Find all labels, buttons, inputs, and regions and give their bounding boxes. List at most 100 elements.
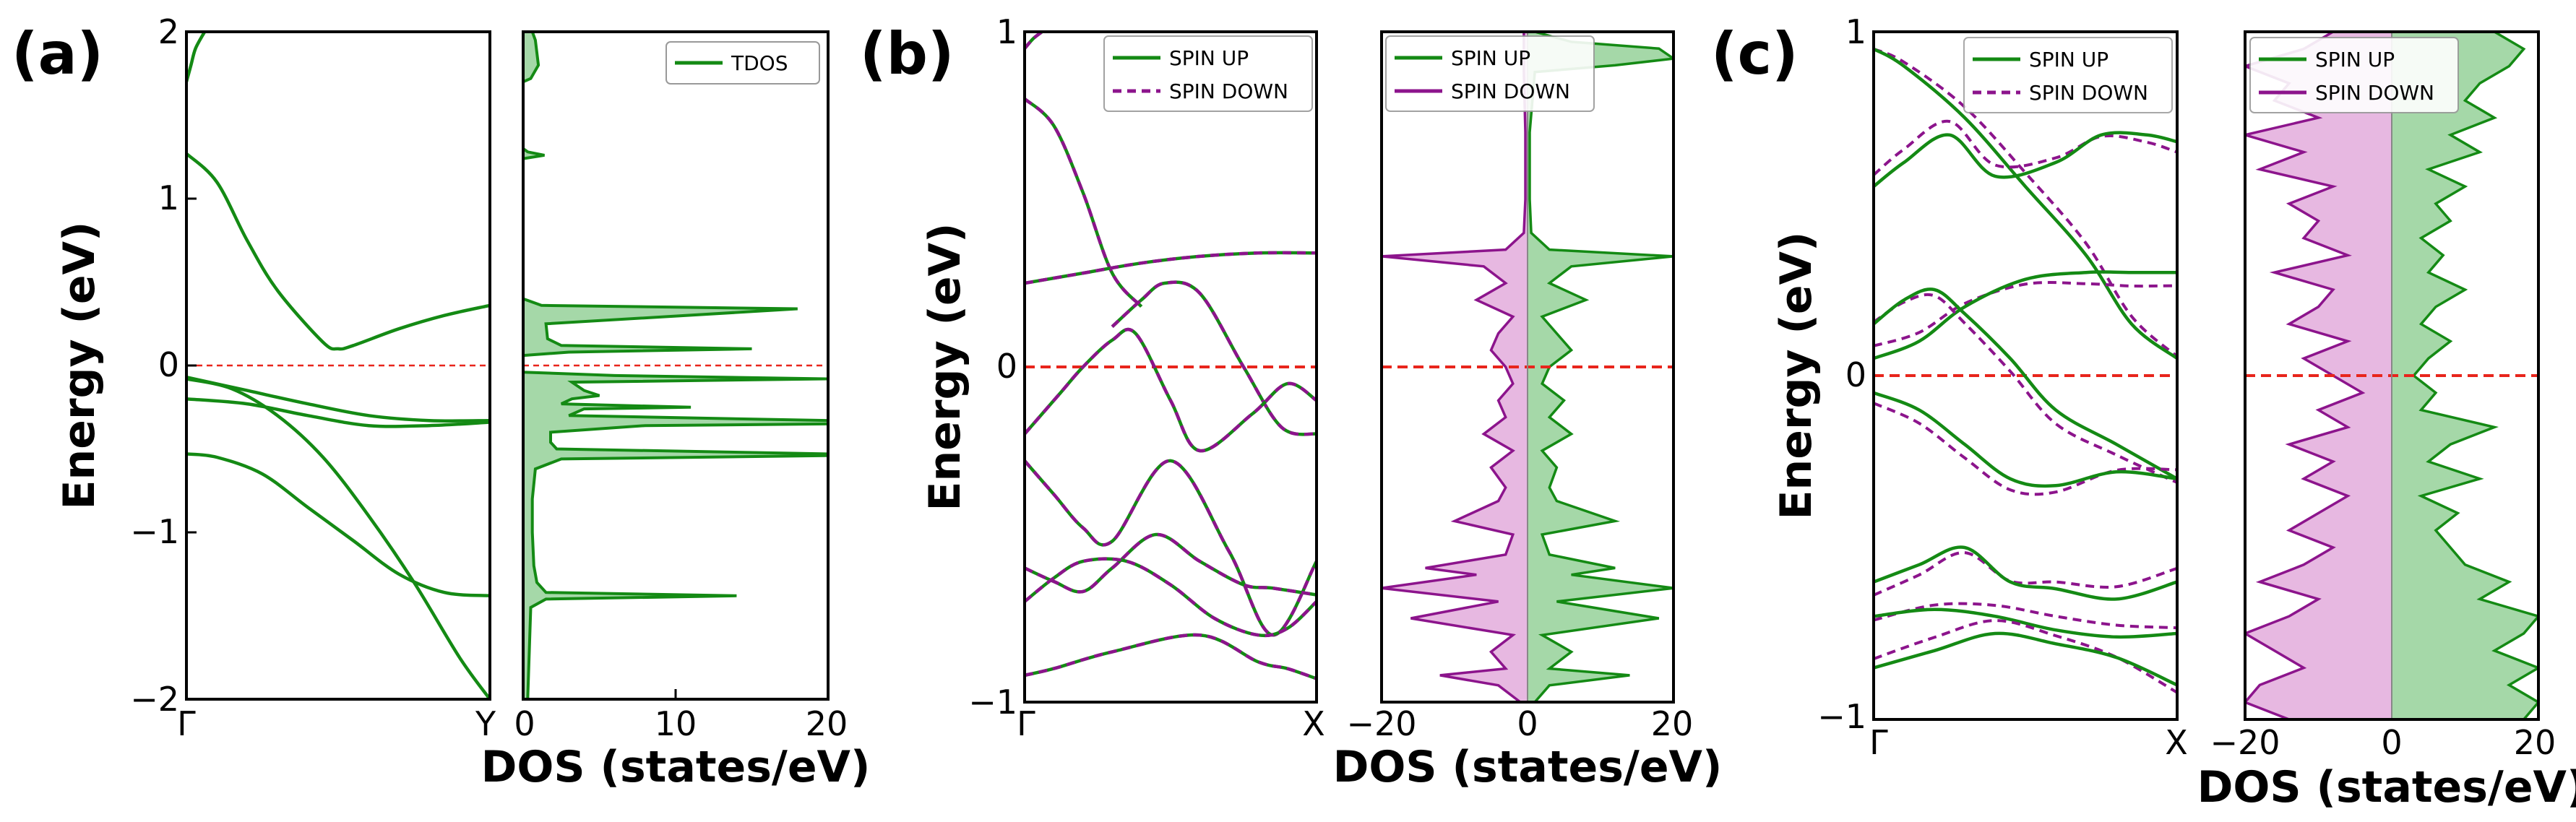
- panel-a-dos: 0 10 20 TDOS: [514, 30, 848, 743]
- panel-label-c: (c): [1711, 20, 1799, 87]
- band-c-bands-1-down: [1874, 47, 2177, 358]
- tdos-curve-a: [523, 32, 828, 699]
- kpoint-x-c: X: [2165, 723, 2188, 762]
- spin-dos-curves-b: [1382, 32, 1673, 702]
- band-c-bands-8-up: [1874, 631, 2177, 687]
- band-c-bands-3-up: [1874, 270, 2177, 360]
- band-b-bands-8-up: [1025, 557, 1317, 638]
- band-b-bands-2-down: [1025, 98, 1143, 308]
- xtick-a-20: 20: [806, 704, 848, 743]
- dos-spin-down-line: [1382, 32, 1527, 702]
- dos-axis-label-b: DOS (states/eV): [1333, 742, 1723, 792]
- xtick-c-m20: −20: [2210, 723, 2280, 762]
- band-a-bands-3: [186, 376, 490, 423]
- band-c-bands-1-up: [1874, 47, 2177, 360]
- energy-axis-label-c: Energy (eV): [1771, 232, 1822, 520]
- dos-axis-label-c: DOS (states/eV): [2197, 762, 2576, 813]
- band-a-bands-2: [186, 152, 490, 351]
- band-b-bands-9-down: [1025, 633, 1317, 680]
- legend-c-bands: SPIN UP SPIN DOWN: [1963, 37, 2173, 113]
- ytick-c-1: 1: [1845, 12, 1866, 51]
- band-a-bands-4: [186, 397, 490, 428]
- band-c-bands-6-up: [1874, 545, 2177, 601]
- band-c-bands-2-down: [1874, 119, 2177, 176]
- xtick-a-0: 0: [514, 704, 535, 743]
- kpoint-x-b: X: [1302, 704, 1325, 743]
- legend-label-spin-down-c-dos: SPIN DOWN: [2315, 81, 2434, 105]
- frame-b-bands: [1023, 30, 1318, 704]
- band-c-bands-4-up: [1874, 287, 2177, 480]
- band-b-bands-6-up: [1025, 459, 1317, 637]
- band-c-bands-5-up: [1874, 391, 2177, 488]
- band-lines-b: [1025, 32, 1317, 680]
- energy-axis-label-b: Energy (eV): [920, 223, 970, 511]
- frame-b-dos: [1380, 30, 1675, 704]
- legend-label-spin-up-b: SPIN UP: [1169, 46, 1249, 70]
- band-b-bands-4-up: [1111, 280, 1317, 436]
- dos-spin-up-line: [1528, 32, 1673, 702]
- band-c-bands-2-up: [1874, 131, 2177, 188]
- kpoint-gamma-a: Γ: [177, 704, 196, 743]
- band-b-bands-3-up: [1025, 251, 1317, 285]
- panel-b-bands: 1 0 −1 Γ X SPIN UP SPIN DOWN: [968, 12, 1325, 743]
- legend-label-spin-down-c: SPIN DOWN: [2029, 81, 2148, 105]
- ytick-b-0: 0: [996, 347, 1017, 386]
- frame-c-dos: [2244, 30, 2540, 721]
- ytick-a-m2: −2: [130, 680, 179, 719]
- xtick-c-20: 20: [2514, 723, 2556, 762]
- band-b-bands-5-up: [1025, 327, 1317, 453]
- band-c-bands-3-down: [1874, 281, 2177, 347]
- xtick-b-20: 20: [1651, 704, 1694, 743]
- xtick-b-0: 0: [1517, 704, 1538, 743]
- legend-c-dos: SPIN UP SPIN DOWN: [2249, 37, 2459, 113]
- kpoint-gamma-b: Γ: [1017, 704, 1035, 743]
- ytick-c-m1: −1: [1817, 697, 1866, 736]
- ytick-a-m1: −1: [130, 512, 179, 551]
- xtick-a-10: 10: [655, 704, 697, 743]
- dos-spin-up-fill: [2392, 32, 2538, 719]
- dos-spin-down-fill: [2245, 32, 2392, 719]
- ytick-c-0: 0: [1845, 355, 1866, 394]
- band-c-bands-4-down: [1874, 293, 2177, 484]
- band-b-bands-5-down: [1025, 327, 1317, 453]
- band-a-bands-5: [186, 452, 490, 598]
- legend-b-dos: SPIN UP SPIN DOWN: [1385, 35, 1595, 112]
- legend-label-tdos: TDOS: [731, 51, 788, 75]
- panel-b-dos: −20 0 20 SPIN UP SPIN DOWN: [1346, 30, 1694, 743]
- tdos-line: [523, 32, 828, 699]
- legend-label-spin-up-c-dos: SPIN UP: [2315, 48, 2395, 72]
- ytick-b-1: 1: [996, 12, 1017, 51]
- legend-b-bands: SPIN UP SPIN DOWN: [1103, 35, 1313, 112]
- ytick-a-2: 2: [158, 12, 179, 51]
- band-b-bands-6-down: [1025, 459, 1317, 637]
- band-c-bands-5-down: [1874, 402, 2177, 496]
- band-b-bands-3-down: [1025, 251, 1317, 285]
- panel-label-a: (a): [12, 20, 103, 87]
- band-a-bands-6: [186, 377, 490, 699]
- ytick-b-m1: −1: [968, 683, 1017, 722]
- band-a-bands-1: [186, 32, 207, 82]
- band-c-bands-6-down: [1874, 551, 2177, 597]
- legend-label-spin-up-b-dos: SPIN UP: [1451, 46, 1530, 70]
- legend-label-spin-down-b-dos: SPIN DOWN: [1451, 79, 1570, 103]
- band-b-bands-4-down: [1111, 280, 1317, 436]
- band-c-bands-7-up: [1874, 607, 2177, 639]
- band-b-bands-2-up: [1025, 98, 1143, 308]
- dos-axis-label-a: DOS (states/eV): [481, 742, 871, 792]
- panel-c-bands: 1 0 −1 Γ X SPIN UP SPIN DOWN: [1817, 12, 2188, 762]
- band-lines-a: [186, 32, 490, 699]
- xtick-c-0: 0: [2381, 723, 2402, 762]
- band-c-bands-7-down: [1874, 602, 2177, 630]
- legend-label-spin-up-c: SPIN UP: [2029, 48, 2108, 72]
- legend-a: TDOS: [665, 41, 820, 85]
- legend-label-spin-down-b: SPIN DOWN: [1169, 79, 1288, 103]
- panel-c-dos: −20 0 20 SPIN UP SPIN DOWN: [2210, 30, 2556, 762]
- xtick-b-m20: −20: [1346, 704, 1416, 743]
- ytick-a-1: 1: [158, 178, 179, 217]
- frame-c-bands: [1872, 30, 2179, 721]
- panel-a-bands: 2 1 0 −1 −2 Γ Y: [130, 12, 496, 743]
- band-lines-c: [1874, 47, 2177, 694]
- band-b-bands-7-down: [1025, 532, 1317, 597]
- band-b-bands-8-down: [1025, 557, 1317, 638]
